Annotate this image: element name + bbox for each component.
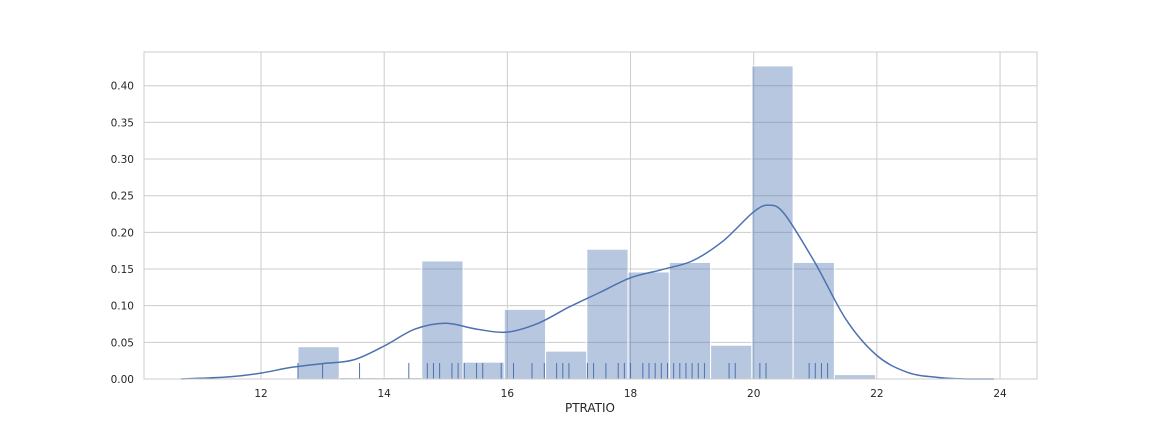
kde-curve — [180, 204, 994, 380]
y-tick-label: 0.20 — [111, 227, 134, 239]
histogram-bar — [792, 261, 835, 380]
histogram-bar — [627, 271, 670, 380]
x-tick-labels: 12 14 16 18 20 22 24 — [254, 388, 1007, 400]
y-tick-label: 0.05 — [111, 337, 134, 349]
x-tick-label: 12 — [254, 388, 267, 400]
x-tick-label: 14 — [377, 388, 391, 400]
histogram-bar — [751, 65, 794, 380]
x-tick-label: 24 — [993, 388, 1007, 400]
histogram-bars — [297, 65, 877, 380]
x-axis-label: PTRATIO — [565, 401, 615, 415]
histogram-bar — [503, 308, 547, 380]
x-tick-label: 22 — [870, 388, 883, 400]
histogram-bar — [668, 261, 712, 380]
rug-ticks — [297, 363, 829, 379]
histogram-bar — [586, 248, 629, 380]
grid — [144, 52, 1037, 379]
y-tick-label: 0.10 — [111, 301, 134, 313]
y-tick-label: 0.40 — [111, 81, 134, 93]
histogram-bar — [833, 374, 877, 380]
x-tick-label: 18 — [624, 388, 637, 400]
histogram-bar — [462, 361, 505, 380]
y-tick-label: 0.35 — [111, 117, 134, 129]
histogram-bar — [545, 350, 588, 380]
y-tick-label: 0.25 — [111, 191, 134, 203]
histogram-bar — [710, 344, 753, 380]
plot-background — [144, 52, 1037, 379]
plot-frame — [143, 51, 1038, 380]
histogram-bar — [421, 260, 464, 380]
x-tick-label: 16 — [501, 388, 515, 400]
y-tick-label: 0.00 — [111, 374, 134, 386]
y-tick-label: 0.30 — [111, 154, 134, 166]
y-tick-label: 0.15 — [111, 264, 134, 276]
x-tick-label: 20 — [747, 388, 760, 400]
y-tick-labels: 0.00 0.05 0.10 0.15 0.20 0.25 0.30 0.35 0.40 — [111, 81, 134, 386]
